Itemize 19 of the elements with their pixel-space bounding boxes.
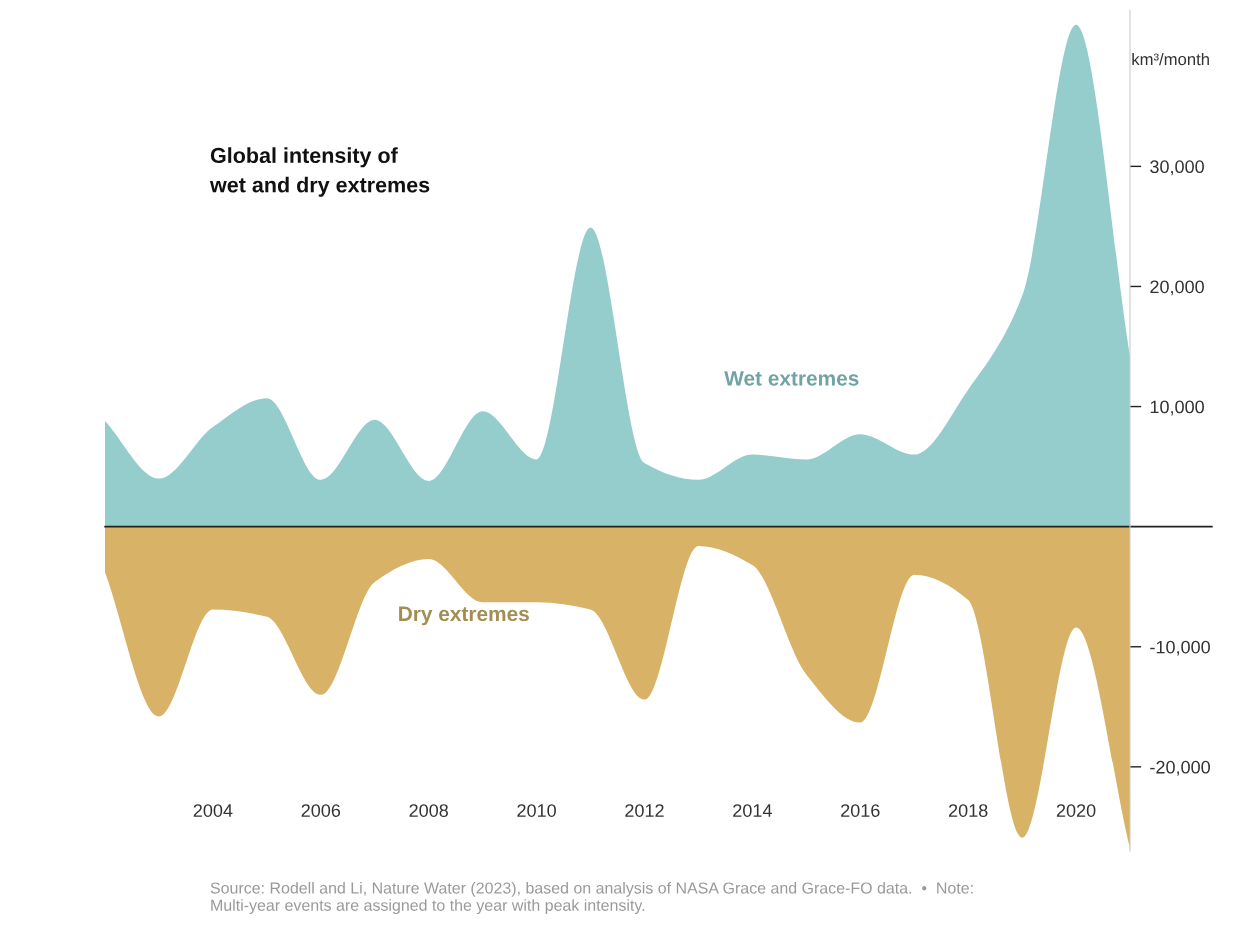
y-tick-label: -10,000 xyxy=(1150,640,1210,656)
x-tick-label: 2012 xyxy=(625,804,664,817)
text: Global intensity of wet and dry extremes xyxy=(209,147,430,197)
x-tick-label: 2014 xyxy=(733,804,772,817)
x-tick-label: 2008 xyxy=(409,804,448,817)
x-tick-label: 2010 xyxy=(517,804,556,817)
x-tick-label: 2016 xyxy=(841,804,880,817)
y-tick-label: 30,000 xyxy=(1150,160,1204,176)
y-tick-label: 10,000 xyxy=(1150,400,1204,416)
x-tick-label: 2020 xyxy=(1056,804,1096,817)
x-tick-label: 2004 xyxy=(193,804,233,817)
x-tick-label: 2018 xyxy=(948,804,988,817)
series-label: Dry extremes xyxy=(399,606,529,626)
y-tick-label: -20,000 xyxy=(1150,760,1210,776)
source-note: Source: Rodell and Li, Nature Water (2023), based on analysis of NASA Grace and Grace-FO data. • Note: Multi-year events are assigned to the year with peak intensity. xyxy=(210,881,973,915)
x-tick-label: 2006 xyxy=(301,804,341,817)
y-tick-label: 20,000 xyxy=(1150,280,1204,296)
y-axis-title: km³/month xyxy=(1132,52,1209,66)
text: Wet extremes xyxy=(724,371,859,386)
